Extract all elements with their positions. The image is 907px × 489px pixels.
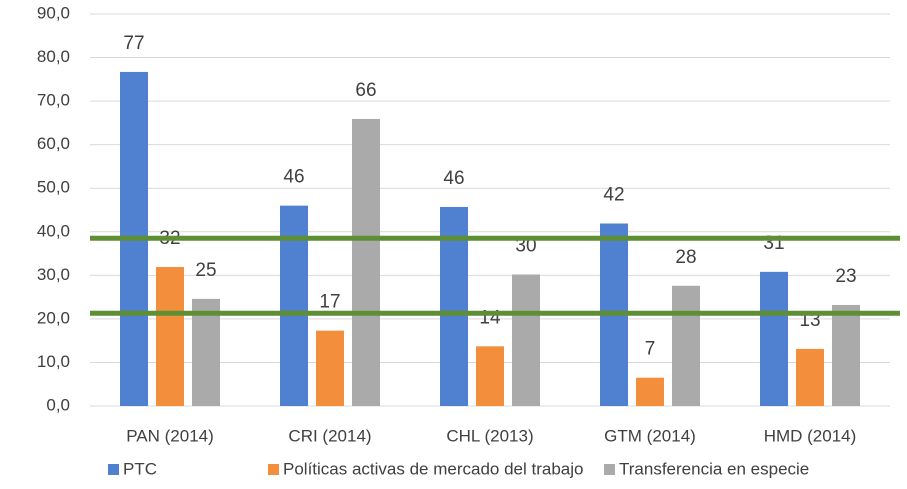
bar bbox=[280, 205, 308, 406]
data-label: 17 bbox=[319, 292, 340, 313]
bar bbox=[672, 285, 700, 406]
data-label: 23 bbox=[835, 266, 856, 287]
y-tick-label: 40,0 bbox=[37, 221, 70, 240]
bar bbox=[352, 118, 380, 407]
y-tick-label: 60,0 bbox=[37, 134, 70, 153]
x-tick-label: GTM (2014) bbox=[604, 426, 696, 445]
data-label: 46 bbox=[443, 168, 464, 189]
bar bbox=[832, 304, 860, 406]
y-tick-label: 10,0 bbox=[37, 352, 70, 371]
legend-swatch bbox=[108, 464, 119, 475]
y-tick-label: 70,0 bbox=[37, 91, 70, 110]
data-label: 46 bbox=[283, 167, 304, 188]
bar bbox=[476, 346, 504, 406]
y-tick-label: 80,0 bbox=[37, 47, 70, 66]
legend-label: Transferencia en especie bbox=[619, 459, 809, 478]
data-label: 42 bbox=[603, 185, 624, 206]
bar bbox=[796, 348, 824, 406]
y-tick-label: 30,0 bbox=[37, 265, 70, 284]
x-tick-label: CHL (2013) bbox=[446, 426, 533, 445]
bar bbox=[192, 298, 220, 406]
x-tick-label: PAN (2014) bbox=[126, 426, 214, 445]
x-tick-label: HMD (2014) bbox=[764, 426, 857, 445]
data-label: 25 bbox=[195, 260, 216, 281]
legend-label: PTC bbox=[123, 459, 157, 478]
y-tick-label: 20,0 bbox=[37, 308, 70, 327]
bar bbox=[316, 330, 344, 406]
data-label: 14 bbox=[479, 307, 501, 328]
legend-swatch bbox=[604, 464, 615, 475]
legend-label: Políticas activas de mercado del trabajo bbox=[283, 459, 584, 478]
data-label: 77 bbox=[123, 33, 144, 54]
x-tick-label: CRI (2014) bbox=[288, 426, 371, 445]
data-label: 66 bbox=[355, 80, 376, 101]
legend-swatch bbox=[268, 464, 279, 475]
y-tick-label: 50,0 bbox=[37, 178, 70, 197]
bar bbox=[512, 274, 540, 406]
data-label: 7 bbox=[645, 339, 656, 360]
y-tick-label: 0,0 bbox=[46, 395, 70, 414]
data-label: 28 bbox=[675, 247, 696, 268]
bar bbox=[636, 377, 664, 406]
bar bbox=[760, 271, 788, 406]
bar bbox=[156, 267, 184, 406]
y-tick-label: 90,0 bbox=[37, 3, 70, 22]
